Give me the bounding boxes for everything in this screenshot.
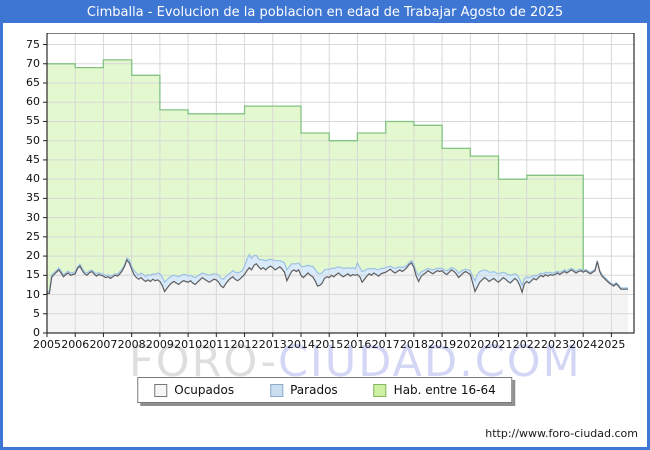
y-tick-label: 30: [26, 210, 40, 224]
legend-label-ocupados: Ocupados: [174, 383, 235, 397]
y-tick-label: 35: [26, 191, 40, 205]
watermark: FORO-CIUDAD.COM: [129, 341, 582, 384]
x-tick-label: 2025: [597, 338, 626, 351]
y-tick-label: 40: [26, 172, 40, 186]
legend-item-hab-16-64: Hab. entre 16-64: [373, 383, 496, 397]
y-tick-label: 60: [26, 95, 40, 109]
x-tick-label: 2008: [117, 338, 146, 351]
chart-title: Cimballa - Evolucion de la poblacion en …: [3, 3, 647, 23]
watermark-text-blue: CIUDAD.COM: [278, 337, 582, 387]
x-tick-label: 2007: [89, 338, 118, 351]
legend-item-ocupados: Ocupados: [154, 383, 234, 397]
x-tick-label: 2020: [456, 338, 485, 351]
x-tick-label: 2013: [258, 338, 287, 351]
legend-item-parados: Parados: [270, 383, 338, 397]
y-tick-label: 5: [33, 306, 40, 320]
x-tick-label: 2015: [315, 338, 344, 351]
y-tick-label: 50: [26, 133, 40, 147]
y-tick-label: 45: [26, 152, 40, 166]
y-tick-label: 70: [26, 56, 40, 70]
legend-label-parados: Parados: [290, 383, 338, 397]
plot-area: [43, 33, 635, 337]
x-tick-label: 2012: [230, 338, 259, 351]
y-tick-label: 20: [26, 249, 40, 263]
x-tick-label: 2006: [61, 338, 90, 351]
legend-swatch-hab-16-64: [373, 383, 387, 397]
y-tick-label: 15: [26, 268, 40, 282]
x-tick-label: 2005: [33, 338, 61, 351]
x-tick-label: 2011: [202, 338, 231, 351]
legend-swatch-parados: [270, 383, 284, 397]
legend-label-hab-16-64: Hab. entre 16-64: [393, 383, 496, 397]
x-tick-label: 2021: [484, 338, 513, 351]
y-tick-label: 75: [26, 37, 40, 51]
legend-swatch-ocupados: [154, 383, 168, 397]
x-tick-label: 2018: [399, 338, 428, 351]
site-url[interactable]: http://www.foro-ciudad.com: [485, 427, 638, 440]
x-tick-label: 2017: [371, 338, 400, 351]
y-tick-label: 55: [26, 114, 40, 128]
x-tick-label: 2023: [540, 338, 569, 351]
legend: Ocupados Parados Hab. entre 16-64: [137, 377, 513, 403]
x-tick-label: 2009: [145, 338, 174, 351]
y-tick-label: 25: [26, 229, 40, 243]
x-tick-label: 2014: [286, 338, 315, 351]
watermark-text-gray: FORO-: [129, 337, 279, 387]
x-tick-label: 2016: [343, 338, 372, 351]
x-tick-label: 2019: [428, 338, 457, 351]
y-tick-label: 65: [26, 76, 40, 89]
x-tick-label: 2022: [512, 338, 541, 351]
y-tick-label: 0: [33, 326, 40, 339]
x-tick-label: 2024: [569, 338, 598, 351]
x-tick-label: 2010: [174, 338, 203, 351]
y-tick-label: 10: [26, 287, 40, 301]
